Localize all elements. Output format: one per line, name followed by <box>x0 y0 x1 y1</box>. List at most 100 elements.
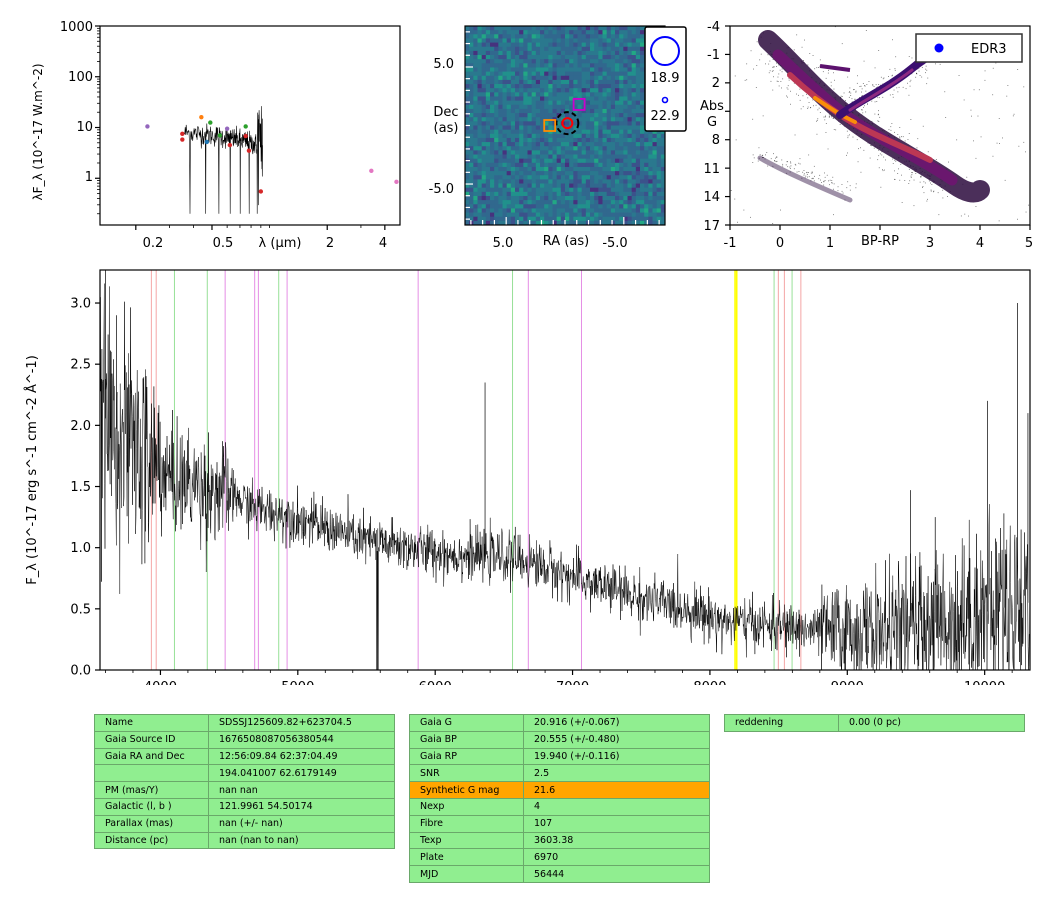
image-pixel <box>598 183 603 189</box>
image-pixel <box>577 75 583 81</box>
image-pixel <box>577 46 583 52</box>
image-pixel <box>577 100 583 106</box>
spectrum-xtick: 6000 <box>419 680 452 685</box>
image-pixel <box>548 108 553 114</box>
image-pixel <box>577 71 583 77</box>
hr-star-dot <box>865 30 867 31</box>
hr-star-dot <box>884 169 885 171</box>
image-pixel <box>606 150 612 155</box>
hr-star-dot <box>812 178 814 180</box>
image-pixel <box>635 137 641 143</box>
image-pixel <box>477 92 483 97</box>
image-pixel <box>473 117 478 122</box>
image-pixel <box>515 125 520 131</box>
image-pixel <box>623 204 628 209</box>
image-pixel <box>465 154 470 160</box>
image-pixel <box>585 59 591 64</box>
image-pixel <box>585 71 591 77</box>
image-pixel <box>577 121 583 126</box>
image-pixel <box>602 38 608 43</box>
image-pixel <box>590 208 595 213</box>
image-ytick: -5.0 <box>429 182 454 197</box>
hr-star-dot <box>775 157 776 159</box>
hr-star-dot <box>818 67 819 68</box>
hr-star-dot <box>864 105 865 107</box>
image-pixel <box>531 216 537 222</box>
image-pixel <box>585 67 591 73</box>
hr-star-dot <box>920 176 922 178</box>
image-pixel <box>656 204 662 209</box>
image-pixel <box>585 55 591 60</box>
image-pixel <box>565 216 570 222</box>
image-pixel <box>498 100 503 106</box>
hr-star-dot <box>882 96 884 98</box>
image-pixel <box>644 175 649 180</box>
hr-star-dot <box>825 123 827 124</box>
image-pixel <box>515 171 520 176</box>
image-pixel <box>502 204 508 209</box>
image-pixel <box>606 71 612 77</box>
image-pixel <box>585 204 591 209</box>
image-pixel <box>569 150 574 155</box>
hr-star-dot <box>772 67 774 68</box>
image-pixel <box>635 146 641 151</box>
image-pixel <box>540 137 545 143</box>
image-pixel <box>610 30 616 35</box>
image-pixel <box>569 108 574 114</box>
image-pixel <box>627 162 633 168</box>
hr-star-dot <box>877 114 879 116</box>
image-pixel <box>498 104 503 110</box>
image-pixel <box>585 179 591 184</box>
image-pixel <box>602 104 608 110</box>
hr-star-dot <box>730 190 732 191</box>
hr-star-dot <box>973 140 974 142</box>
sed-spectrum-line <box>184 106 263 214</box>
image-pixel <box>544 137 549 143</box>
image-pixel <box>656 150 662 155</box>
image-pixel <box>535 104 541 110</box>
image-pixel <box>615 96 620 102</box>
image-pixel <box>644 129 649 135</box>
hr-star-dot <box>865 111 867 113</box>
hr-star-dot <box>899 136 901 138</box>
image-pixel <box>635 79 641 85</box>
hr-xlabel: BP-RP <box>861 234 899 249</box>
image-pixel <box>477 117 483 122</box>
image-pixel <box>573 216 578 222</box>
image-pixel <box>490 125 495 131</box>
image-pixel <box>556 195 562 201</box>
image-pixel <box>640 117 645 122</box>
image-pixel <box>635 104 641 110</box>
image-pixel <box>531 46 537 52</box>
image-pixel <box>469 179 474 184</box>
image-pixel <box>498 108 503 114</box>
image-pixel <box>627 125 633 131</box>
image-pixel <box>648 166 653 172</box>
image-pixel <box>535 216 541 222</box>
image-pixel <box>540 191 545 197</box>
hr-star-dot <box>958 75 960 76</box>
image-pixel <box>648 183 653 189</box>
image-pixel <box>535 96 541 102</box>
hr-star-dot <box>793 49 795 51</box>
image-pixel <box>623 133 628 139</box>
hr-star-dot <box>828 69 829 71</box>
hr-star-dot <box>758 147 760 149</box>
image-pixel <box>569 146 574 151</box>
image-pixel <box>610 55 616 60</box>
table-row: 194.041007 62.6179149 <box>94 764 395 783</box>
image-pixel <box>594 26 599 31</box>
hr-star-dot <box>920 175 922 177</box>
image-pixel <box>652 150 658 155</box>
hr-star-dot <box>910 119 912 120</box>
image-pixel <box>490 166 495 172</box>
hr-star-dot <box>984 79 986 81</box>
image-pixel <box>590 171 595 176</box>
hr-star-dot <box>840 95 842 97</box>
image-pixel <box>585 191 591 197</box>
hr-star-dot <box>839 124 841 125</box>
hr-star-dot <box>793 82 795 84</box>
image-pixel <box>531 71 537 77</box>
image-pixel <box>510 38 516 43</box>
hr-star-dot <box>787 166 789 168</box>
